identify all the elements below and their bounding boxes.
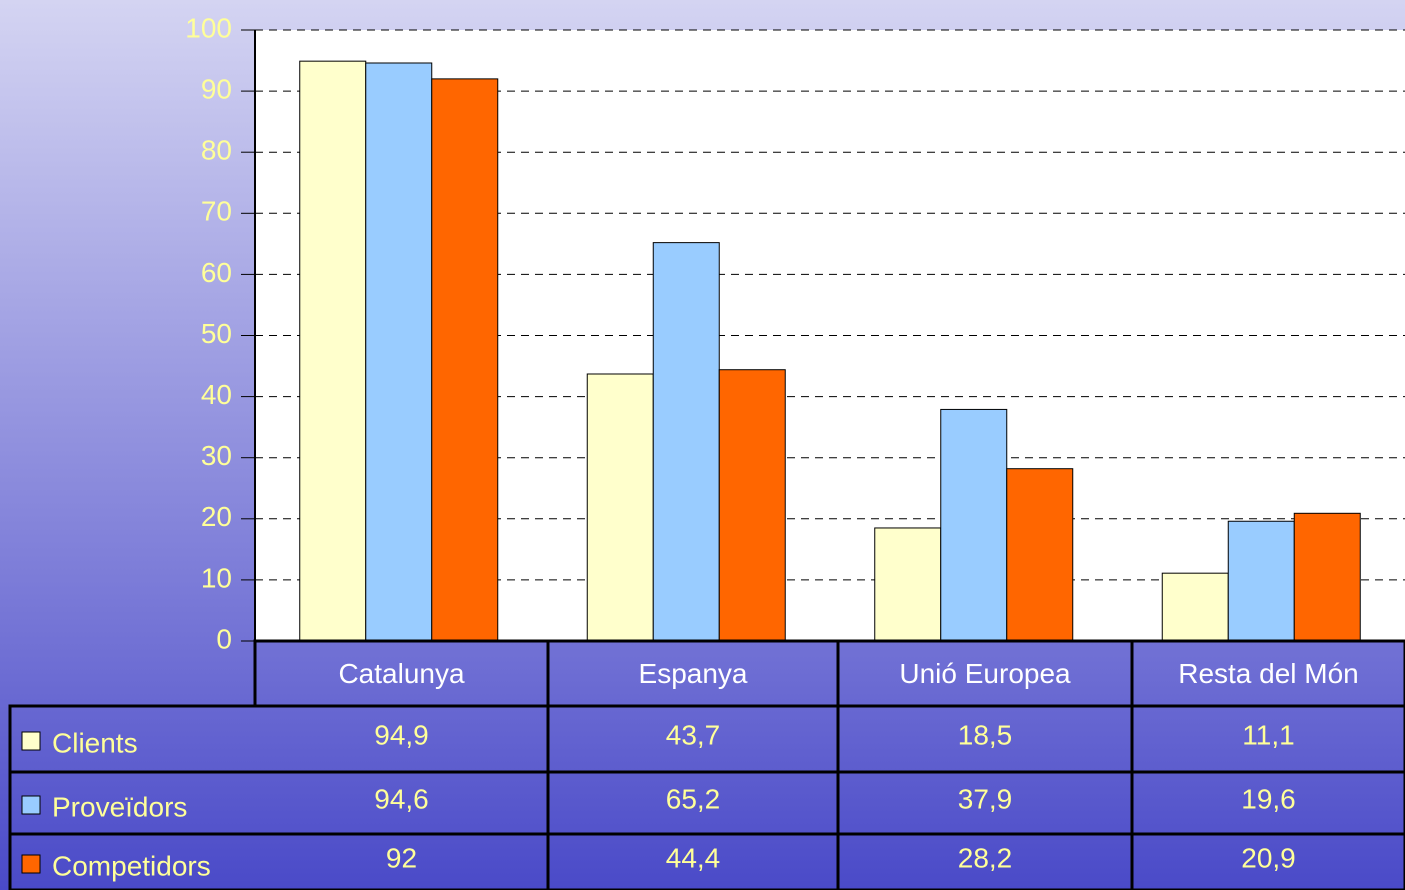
legend-swatch (21, 731, 41, 751)
table-body-border (8, 704, 1405, 890)
data-label: 11,1 (1242, 719, 1294, 750)
x-tick-label: Espanya (639, 658, 748, 689)
y-tick-label: 90 (201, 73, 232, 104)
data-label: 43,7 (666, 719, 721, 750)
y-tick-label: 0 (216, 623, 232, 654)
legend-label: Competidors (52, 850, 211, 881)
data-label: 18,5 (958, 719, 1013, 750)
y-tick-label: 100 (185, 12, 232, 43)
data-label: 92 (386, 842, 417, 873)
bar (299, 60, 367, 642)
data-label: 94,9 (374, 719, 429, 750)
bar (1227, 520, 1295, 642)
y-tick-label: 50 (201, 318, 232, 349)
x-tick-label: Unió Europea (899, 658, 1071, 689)
y-tick-label: 70 (201, 196, 232, 227)
bar (586, 373, 654, 642)
bar (940, 408, 1008, 642)
data-label: 37,9 (958, 783, 1013, 814)
bar (718, 369, 786, 642)
legend-swatch (21, 854, 41, 874)
bar (1161, 572, 1229, 642)
y-tick-label: 40 (201, 379, 232, 410)
bar (365, 62, 433, 642)
data-label: 20,9 (1241, 842, 1296, 873)
y-tick-label: 80 (201, 135, 232, 166)
data-label: 44,4 (666, 842, 721, 873)
legend-label: Clients (52, 727, 138, 758)
data-label: 19,6 (1241, 783, 1296, 814)
data-label: 28,2 (958, 842, 1013, 873)
bar (652, 242, 720, 642)
data-label: 94,6 (374, 783, 429, 814)
x-tick-label: Resta del Món (1178, 658, 1359, 689)
y-tick-label: 10 (201, 562, 232, 593)
bar (1006, 468, 1074, 642)
y-tick-label: 20 (201, 501, 232, 532)
data-label: 65,2 (666, 783, 721, 814)
y-tick-label: 60 (201, 257, 232, 288)
legend-label: Proveïdors (52, 791, 187, 822)
y-tick-label: 30 (201, 440, 232, 471)
bar (431, 78, 499, 642)
x-tick-label: Catalunya (338, 658, 465, 689)
bar (1293, 512, 1361, 642)
bar (874, 527, 942, 642)
legend-swatch (21, 795, 41, 815)
